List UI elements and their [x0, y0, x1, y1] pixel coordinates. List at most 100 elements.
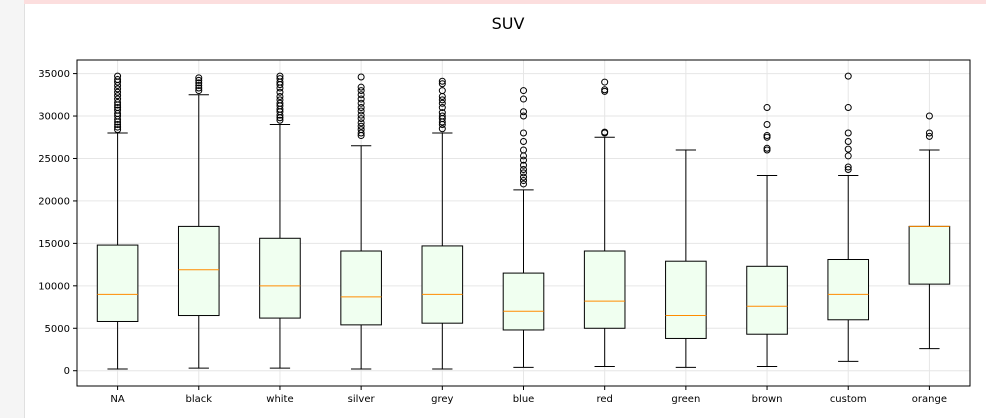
outlier-point	[357, 115, 365, 123]
outlier-point	[520, 146, 527, 154]
y-tick-label: 15000	[38, 239, 70, 250]
outlier-point	[276, 96, 284, 104]
outlier-point	[844, 72, 852, 80]
outlier-point	[357, 87, 365, 95]
outlier-point	[438, 80, 446, 88]
outlier-point	[520, 180, 527, 188]
box-group-orange	[908, 112, 951, 350]
y-tick-label: 10000	[38, 281, 70, 292]
outlier-point	[357, 111, 365, 119]
iqr-box	[827, 259, 870, 321]
x-tick-label: custom	[830, 394, 867, 405]
outlier-point	[844, 163, 852, 171]
box-group-blue	[502, 87, 545, 368]
iqr-box	[665, 260, 707, 339]
outlier-point	[114, 92, 122, 100]
x-tick-label: green	[671, 394, 700, 405]
outlier-point	[357, 122, 365, 130]
outlier-point	[601, 78, 609, 86]
box-group-brown	[746, 104, 788, 367]
outlier-point	[276, 93, 284, 101]
outlier-point	[195, 76, 203, 84]
x-tick-label: grey	[431, 394, 453, 405]
y-tick-label: 30000	[38, 112, 70, 123]
outlier-point	[520, 129, 527, 137]
iqr-box	[746, 265, 788, 335]
outlier-point	[763, 104, 771, 112]
iqr-box	[340, 250, 382, 326]
box-group-grey	[421, 77, 464, 370]
box-group-silver	[340, 73, 382, 370]
box-group-red	[583, 78, 626, 367]
outlier-point	[276, 72, 284, 80]
outlier-point	[357, 99, 365, 107]
outlier-point	[844, 129, 852, 137]
outlier-point	[520, 95, 527, 103]
outlier-point	[276, 88, 284, 96]
outlier-point	[195, 87, 203, 95]
outlier-point	[520, 166, 527, 174]
x-tick-label: NA	[110, 394, 124, 405]
outlier-point	[438, 109, 446, 117]
iqr-box	[908, 225, 951, 285]
y-tick-label: 20000	[38, 196, 70, 207]
iqr-box	[502, 272, 545, 331]
outlier-point	[520, 108, 527, 116]
outlier-point	[114, 106, 122, 114]
outlier-point	[520, 138, 527, 145]
outlier-point	[520, 156, 527, 164]
y-axis: 0 5000 10000 15000 20000 25000 30000 35000	[38, 69, 77, 377]
outlier-point	[520, 112, 527, 120]
outlier-point	[601, 86, 609, 94]
box-group-black	[177, 74, 220, 369]
outlier-point	[763, 132, 771, 140]
iqr-box	[96, 244, 139, 322]
outlier-point	[114, 88, 122, 96]
iqr-box	[421, 245, 464, 324]
x-tick-label: silver	[348, 394, 376, 405]
outlier-point	[438, 87, 446, 95]
outlier-point	[276, 75, 284, 83]
outlier-point	[114, 121, 122, 129]
outlier-point	[195, 79, 203, 87]
y-tick-label: 35000	[38, 69, 70, 80]
outlier-point	[357, 73, 365, 81]
outlier-point	[438, 112, 446, 120]
outlier-point	[357, 107, 365, 115]
outlier-point	[438, 104, 446, 112]
outlier-point	[520, 169, 527, 177]
x-tick-label: white	[266, 394, 293, 405]
x-tick-label: blue	[513, 394, 535, 405]
left-gutter	[0, 0, 25, 418]
outlier-point	[844, 138, 852, 145]
outlier-point	[357, 95, 365, 103]
outlier-point	[925, 129, 933, 137]
outlier-point	[357, 119, 365, 127]
outlier-point	[195, 81, 203, 89]
box-group-custom	[827, 72, 870, 362]
outlier-point	[357, 126, 365, 134]
outlier-point	[114, 72, 122, 80]
outlier-point	[114, 98, 122, 106]
outlier-point	[763, 121, 771, 129]
outlier-point	[438, 125, 446, 133]
outlier-point	[844, 104, 852, 112]
outlier-point	[357, 104, 365, 112]
outlier-point	[357, 91, 365, 99]
iqr-box	[583, 250, 626, 329]
x-tick-label: red	[596, 394, 612, 405]
outlier-point	[195, 84, 203, 92]
outlier-point	[114, 126, 122, 134]
outlier-point	[438, 96, 446, 104]
top-strip	[24, 0, 986, 4]
outlier-point	[276, 99, 284, 107]
outlier-point	[601, 128, 609, 136]
outlier-point	[520, 87, 527, 95]
outlier-point	[844, 145, 852, 153]
outlier-point	[195, 74, 203, 82]
x-axis: NA black white silver grey blue red green brown c…	[110, 386, 947, 405]
outlier-point	[114, 104, 122, 112]
chart-title: SUV	[492, 14, 525, 33]
outlier-point	[844, 152, 852, 160]
